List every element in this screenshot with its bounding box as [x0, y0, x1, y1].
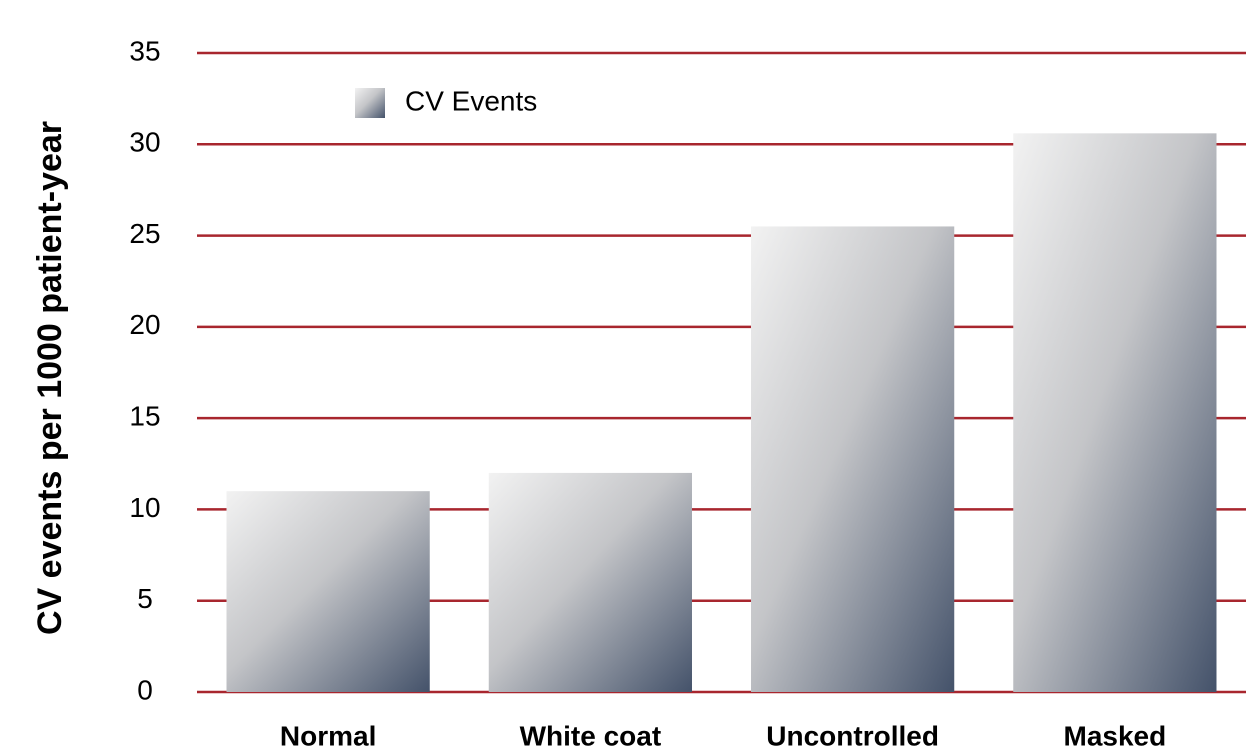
bar [488, 472, 692, 692]
y-tick-label: 15 [129, 401, 160, 432]
y-tick-label: 20 [129, 309, 160, 340]
y-tick-label: 5 [137, 583, 153, 614]
x-tick-label: Uncontrolled [766, 720, 939, 751]
x-tick-label: Masked [1064, 720, 1167, 751]
y-axis-title: CV events per 1000 patient-year [31, 121, 69, 635]
legend-label: CV Events [405, 85, 537, 116]
legend-swatch [355, 88, 385, 118]
bar [226, 491, 430, 692]
y-tick-label: 35 [129, 35, 160, 66]
y-tick-label: 10 [129, 492, 160, 523]
bar [751, 226, 955, 692]
y-tick-label: 25 [129, 218, 160, 249]
x-tick-label: Normal [280, 720, 376, 751]
x-tick-label: White coat [520, 720, 662, 751]
y-tick-label: 0 [137, 674, 153, 705]
bar [1013, 133, 1217, 692]
y-tick-label: 30 [129, 127, 160, 158]
